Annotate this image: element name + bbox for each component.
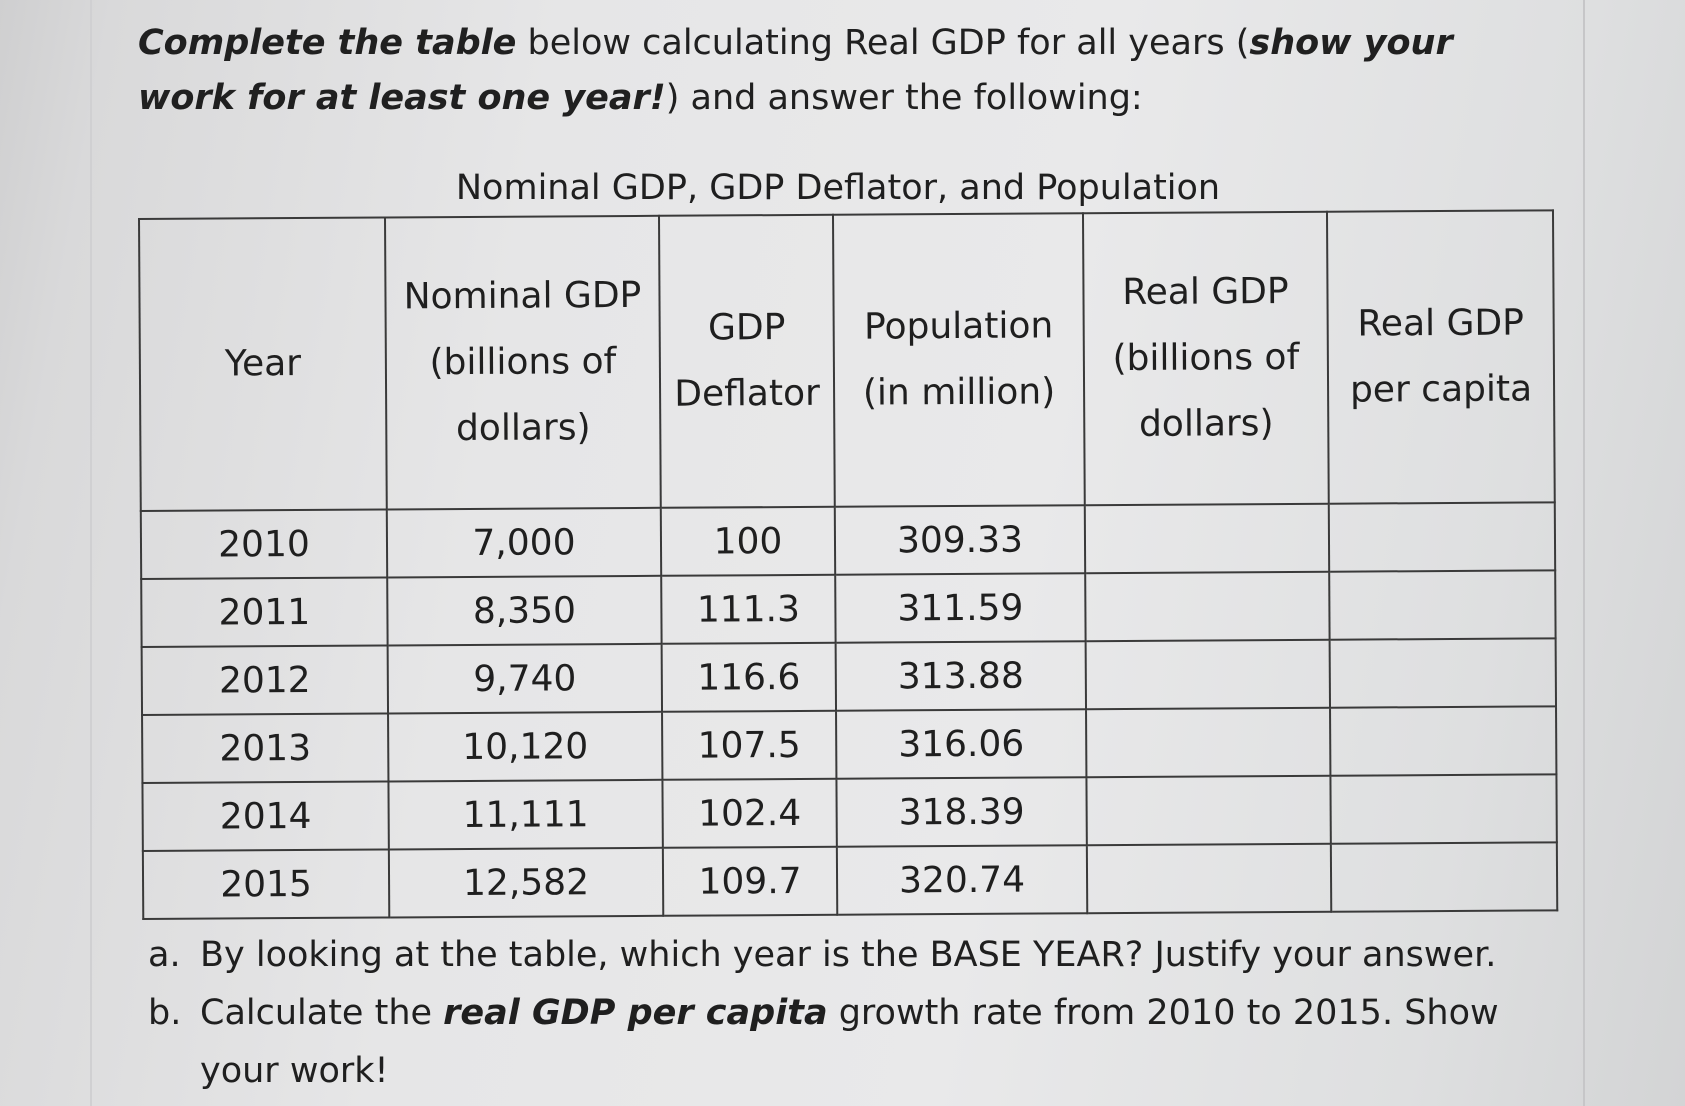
gdp-table: Year Nominal GDP (billions of dollars) G…	[138, 209, 1558, 920]
table-header-row: Year Nominal GDP (billions of dollars) G…	[139, 210, 1555, 511]
instructions: Complete the table below calculating Rea…	[138, 16, 1538, 126]
cell-population: 318.39	[836, 777, 1087, 847]
header-population: Population (in million)	[832, 213, 1085, 507]
cell-nominal-gdp: 12,582	[388, 847, 664, 918]
cell-real-gdp	[1086, 707, 1331, 778]
cell-population: 320.74	[836, 845, 1088, 915]
cell-gdp-deflator: 116.6	[661, 642, 837, 712]
cell-gdp-deflator: 111.3	[661, 574, 836, 644]
cell-real-gdp-per-capita	[1329, 638, 1557, 708]
header-real-gdp-per-capita: Real GDP per capita	[1326, 210, 1555, 504]
instructions-bold-2: show your work for at least one year!	[138, 23, 1453, 118]
cell-real-gdp-per-capita	[1329, 570, 1556, 640]
cell-gdp-deflator: 102.4	[662, 778, 837, 848]
question-a-text: By looking at the table, which year is t…	[200, 935, 1497, 975]
paper-left-edge	[90, 0, 92, 1106]
cell-real-gdp	[1084, 503, 1330, 574]
question-a: a. By looking at the table, which year i…	[148, 926, 1538, 984]
cell-population: 316.06	[836, 709, 1087, 779]
cell-real-gdp-per-capita	[1330, 842, 1558, 912]
cell-nominal-gdp: 8,350	[387, 575, 662, 646]
header-gdp-deflator: GDP Deflator	[658, 214, 835, 508]
cell-year: 2014	[142, 781, 389, 851]
question-b-text-after: growth rate from 2010 to 2015. Show your…	[200, 993, 1499, 1091]
header-real-gdp: Real GDP (billions of dollars)	[1082, 211, 1329, 506]
question-a-letter: a.	[148, 935, 181, 975]
cell-population: 311.59	[835, 573, 1086, 643]
cell-year: 2011	[141, 577, 388, 647]
instructions-text-2: ) and answer the following:	[665, 78, 1143, 118]
cell-real-gdp	[1085, 639, 1331, 710]
cell-real-gdp-per-capita	[1328, 502, 1556, 572]
table-row: 2011 8,350 111.3 311.59	[141, 570, 1556, 647]
cell-gdp-deflator: 100	[660, 506, 836, 576]
question-b-letter: b.	[148, 993, 182, 1033]
cell-year: 2010	[140, 509, 388, 579]
cell-gdp-deflator: 109.7	[662, 846, 838, 916]
cell-nominal-gdp: 11,111	[388, 779, 663, 850]
cell-population: 309.33	[834, 505, 1086, 575]
questions: a. By looking at the table, which year i…	[138, 926, 1538, 1100]
instructions-bold-1: Complete the table	[138, 23, 517, 63]
cell-nominal-gdp: 7,000	[386, 507, 662, 578]
question-b: b. Calculate the real GDP per capita gro…	[148, 984, 1538, 1100]
cell-population: 313.88	[835, 641, 1087, 711]
question-b-text: Calculate the real GDP per capita growth…	[200, 984, 1538, 1100]
table-row: 2010 7,000 100 309.33	[140, 502, 1556, 579]
cell-nominal-gdp: 10,120	[388, 711, 663, 782]
header-nominal-gdp: Nominal GDP (billions of dollars)	[385, 215, 661, 510]
table-row: 2014 11,111 102.4 318.39	[142, 774, 1557, 851]
header-year: Year	[139, 217, 387, 511]
cell-gdp-deflator: 107.5	[662, 710, 837, 780]
cell-real-gdp	[1086, 775, 1331, 846]
cell-year: 2015	[142, 849, 390, 919]
question-b-bold: real GDP per capita	[443, 993, 828, 1033]
question-b-text-before: Calculate the	[200, 993, 444, 1033]
table-row: 2013 10,120 107.5 316.06	[142, 706, 1557, 783]
cell-real-gdp-per-capita	[1330, 706, 1557, 776]
cell-real-gdp	[1086, 843, 1332, 914]
cell-real-gdp	[1085, 571, 1330, 642]
instructions-text-1: below calculating Real GDP for all years…	[516, 23, 1250, 63]
table-row: 2015 12,582 109.7 320.74	[142, 842, 1558, 919]
paper-right-edge	[1583, 0, 1585, 1106]
cell-year: 2012	[141, 645, 389, 715]
cell-year: 2013	[142, 713, 389, 783]
worksheet: Complete the table below calculating Rea…	[138, 16, 1558, 1100]
cell-nominal-gdp: 9,740	[387, 643, 663, 714]
table-row: 2012 9,740 116.6 313.88	[141, 638, 1557, 715]
table-title: Nominal GDP, GDP Deflator, and Populatio…	[455, 168, 1221, 208]
cell-real-gdp-per-capita	[1330, 774, 1557, 844]
